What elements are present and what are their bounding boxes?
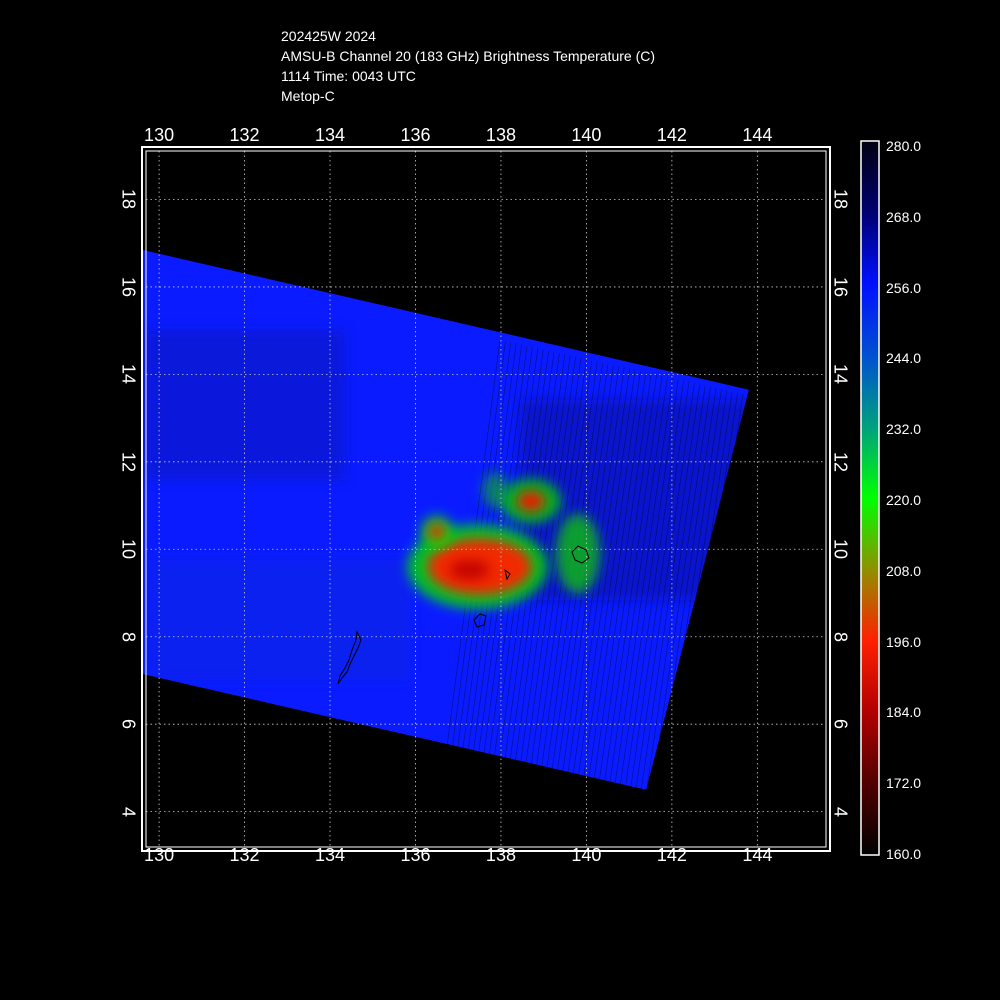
scan-line: [585, 372, 647, 790]
convection-core-b: [500, 479, 561, 524]
scan-line: [590, 373, 652, 790]
latitude-tick-label: 8: [118, 631, 139, 642]
scan-line: [634, 383, 695, 790]
scan-line: [520, 357, 582, 790]
scan-line: [607, 377, 668, 790]
convection-features: [407, 472, 600, 609]
latitude-tick-label: 8: [830, 631, 851, 642]
longitude-tick-label: 140: [571, 845, 602, 865]
satellite-name: Metop-C: [281, 88, 335, 104]
longitude-tick-label: 136: [400, 125, 431, 145]
latitude-tick-label: 4: [118, 806, 139, 817]
longitude-tick-label: 142: [656, 125, 687, 145]
colorbar-tick-label: 172.0: [886, 775, 922, 792]
colorbar: [860, 140, 880, 856]
ulithi-coastline: [571, 545, 590, 564]
colorbar-tick-label: 268.0: [886, 208, 922, 225]
longitude-tick-label: 144: [742, 845, 773, 865]
scan-line: [644, 385, 706, 790]
latitude-tick-label: 14: [118, 364, 139, 385]
scan-line: [650, 386, 711, 790]
scan-line: [617, 379, 679, 790]
palau-coastline: [337, 630, 362, 685]
scan-line: [628, 381, 690, 790]
longitude-tick-label: 130: [144, 845, 175, 865]
scan-line: [574, 369, 636, 790]
storm-id: 202425W 2024: [281, 28, 376, 44]
colorbar-tick-label: 196.0: [886, 633, 922, 650]
scan-line: [601, 375, 663, 790]
colorbar-tick-label: 208.0: [886, 562, 922, 579]
latitude-tick-label: 12: [118, 451, 139, 472]
latitude-tick-label: 16: [830, 276, 851, 297]
scan-line: [569, 368, 630, 790]
colorbar-tick-label: 280.0: [886, 138, 922, 154]
longitude-tick-label: 134: [314, 125, 346, 145]
latitude-tick-label: 10: [830, 539, 851, 560]
longitude-tick-label: 132: [229, 845, 260, 865]
scan-line: [526, 359, 587, 790]
scan-line: [639, 384, 701, 790]
convection-core-c: [420, 515, 453, 548]
observation-time: 1114 Time: 0043 UTC: [281, 68, 416, 84]
scan-line: [580, 371, 641, 790]
latitude-tick-label: 6: [118, 719, 139, 730]
colorbar-tick-label: 160.0: [886, 846, 922, 862]
longitude-tick-label: 144: [742, 125, 773, 145]
coastlines: [337, 545, 590, 685]
longitude-tick-label: 140: [571, 125, 602, 145]
longitude-tick-label: 142: [656, 845, 687, 865]
scan-line: [563, 367, 625, 790]
latitude-tick-label: 6: [830, 719, 851, 730]
colorbar-tick-label: 232.0: [886, 421, 922, 438]
latitude-tick-label: 18: [118, 189, 139, 210]
scan-line: [515, 356, 576, 790]
longitude-tick-label: 134: [314, 845, 346, 865]
scan-line: [596, 374, 657, 790]
latitude-tick-label: 4: [830, 806, 851, 817]
product-title: AMSU-B Channel 20 (183 GHz) Brightness T…: [281, 48, 656, 64]
colorbar-tick-label: 244.0: [886, 350, 922, 367]
longitude-tick-label: 132: [229, 125, 260, 145]
convection-band-d: [555, 513, 600, 594]
map-frame: [141, 146, 831, 852]
latitude-tick-label: 16: [118, 276, 139, 297]
latitude-tick-label: 10: [118, 539, 139, 560]
longitude-tick-label: 136: [400, 845, 431, 865]
colorbar-tick-label: 184.0: [886, 704, 922, 721]
fais-coastline: [504, 568, 511, 581]
scan-line: [623, 380, 684, 790]
scan-line: [612, 378, 674, 790]
longitude-tick-label: 138: [485, 125, 516, 145]
colorbar-tick-label: 220.0: [886, 492, 922, 508]
yap-coastline: [473, 613, 487, 628]
longitude-tick-label: 138: [485, 845, 516, 865]
lat-lon-grid: [146, 151, 826, 847]
latitude-tick-label: 14: [830, 364, 851, 385]
longitude-tick-label: 130: [144, 125, 175, 145]
header: 202425W 2024 AMSU-B Channel 20 (183 GHz)…: [281, 26, 655, 106]
latitude-tick-label: 18: [830, 189, 851, 210]
latitude-tick-label: 12: [830, 451, 851, 472]
colorbar-tick-label: 256.0: [886, 279, 922, 296]
